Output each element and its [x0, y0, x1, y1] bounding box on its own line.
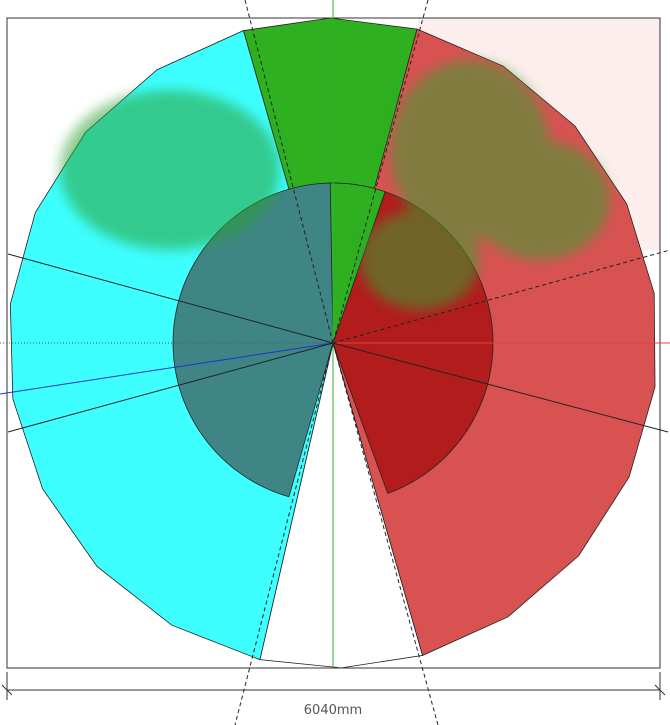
guide [244, 0, 334, 344]
inner-green [329, 182, 386, 344]
blue-axis [0, 342, 334, 395]
dimension-label: 6040mm [304, 703, 362, 718]
edge [332, 342, 669, 433]
guide [332, 249, 670, 344]
edge [7, 253, 334, 344]
guide [234, 342, 334, 725]
edge [7, 342, 334, 433]
guide [332, 0, 429, 344]
foliage-texture [60, 60, 610, 310]
guide [332, 342, 439, 725]
